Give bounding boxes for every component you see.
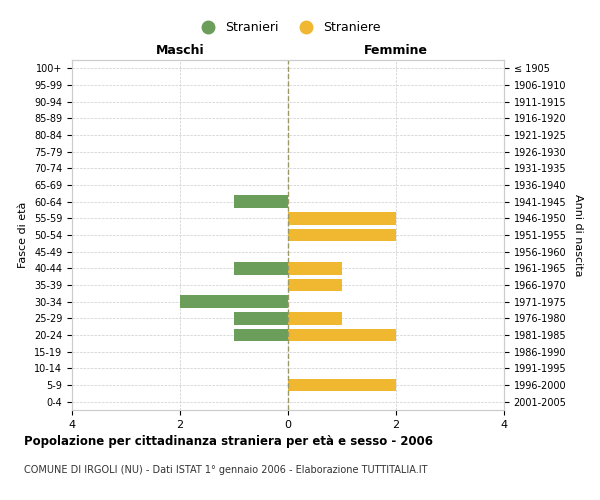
Legend: Stranieri, Straniere: Stranieri, Straniere bbox=[190, 16, 386, 40]
Bar bbox=[234, 196, 288, 208]
Bar bbox=[180, 296, 288, 308]
Bar bbox=[288, 379, 396, 391]
Bar bbox=[234, 312, 288, 324]
Text: Femmine: Femmine bbox=[364, 44, 428, 57]
Bar bbox=[288, 279, 342, 291]
Bar bbox=[288, 312, 342, 324]
Y-axis label: Fasce di età: Fasce di età bbox=[19, 202, 28, 268]
Bar bbox=[234, 329, 288, 341]
Bar bbox=[288, 262, 342, 274]
Bar bbox=[288, 212, 396, 224]
Bar bbox=[234, 262, 288, 274]
Text: Popolazione per cittadinanza straniera per età e sesso - 2006: Popolazione per cittadinanza straniera p… bbox=[24, 435, 433, 448]
Y-axis label: Anni di nascita: Anni di nascita bbox=[573, 194, 583, 276]
Text: COMUNE DI IRGOLI (NU) - Dati ISTAT 1° gennaio 2006 - Elaborazione TUTTITALIA.IT: COMUNE DI IRGOLI (NU) - Dati ISTAT 1° ge… bbox=[24, 465, 427, 475]
Text: Maschi: Maschi bbox=[155, 44, 205, 57]
Bar bbox=[288, 229, 396, 241]
Bar bbox=[288, 329, 396, 341]
